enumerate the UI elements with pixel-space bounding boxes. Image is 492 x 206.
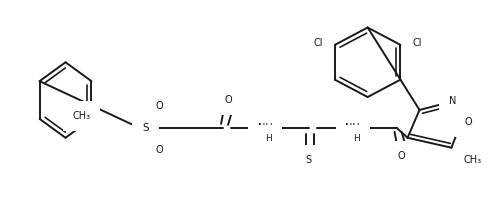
Text: O: O <box>155 145 163 155</box>
Text: O: O <box>398 151 405 161</box>
Text: O: O <box>224 95 232 105</box>
Text: Cl: Cl <box>313 38 323 48</box>
Text: O: O <box>155 101 163 111</box>
Text: H: H <box>353 134 360 143</box>
Text: O: O <box>464 117 472 127</box>
Text: S: S <box>142 123 149 133</box>
Text: S: S <box>306 155 312 165</box>
Text: Cl: Cl <box>412 38 422 48</box>
Text: NH: NH <box>258 123 272 133</box>
Text: H: H <box>266 134 272 143</box>
Text: CH₃: CH₃ <box>463 155 482 165</box>
Text: NH: NH <box>345 123 360 133</box>
Text: CH₃: CH₃ <box>72 111 91 121</box>
Text: N: N <box>449 96 456 106</box>
